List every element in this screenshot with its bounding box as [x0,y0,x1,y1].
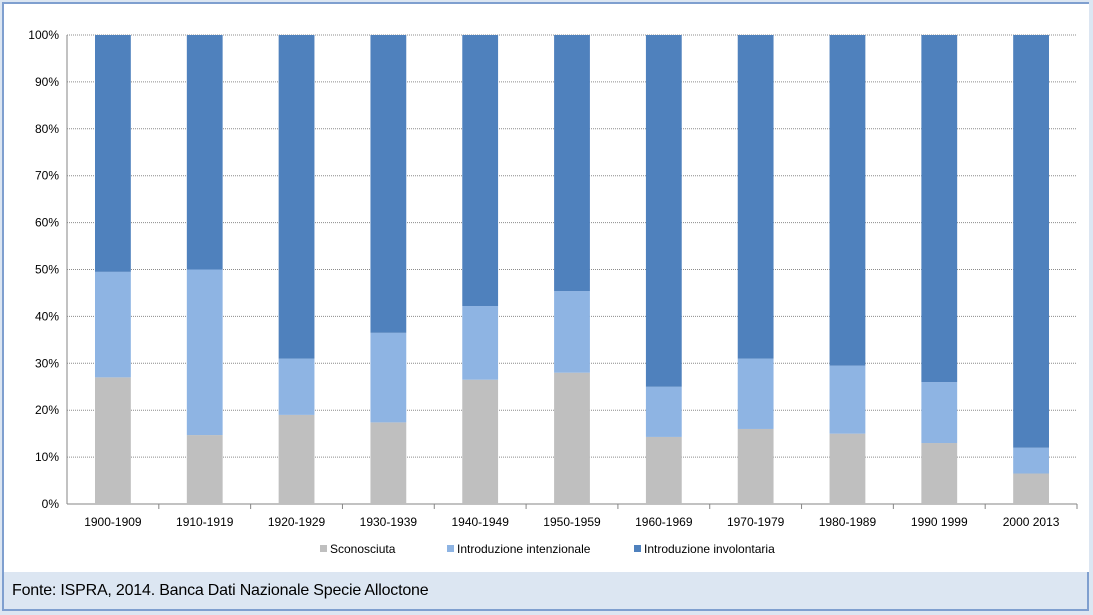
y-tick-label: 90% [35,75,59,89]
y-tick-label: 100% [28,28,59,42]
legend-swatch [447,545,454,552]
bar-segment [554,372,590,504]
bar-segment [645,35,682,387]
bar-segment [554,291,590,373]
bar-segment [921,443,958,504]
bar-segment [462,306,499,380]
bar-segment [370,332,407,423]
x-tick-label: 1960-1969 [635,515,693,529]
bar-segment [95,377,131,504]
bar-segment [278,414,315,504]
legend-label: Introduzione involontaria [644,542,775,556]
y-tick-label: 30% [35,356,59,370]
bar-segment [278,358,315,415]
x-tick-label: 1920-1929 [268,515,326,529]
bar-segment [829,35,866,366]
y-tick-label: 60% [35,216,59,230]
x-tick-label: 1940-1949 [451,515,509,529]
bar-segment [921,382,958,444]
y-tick-label: 10% [35,450,59,464]
x-tick-label: 1980-1989 [819,515,877,529]
bar-segment [829,365,866,434]
bar-segment [95,271,131,378]
x-tick-label: 1930-1939 [360,515,418,529]
y-tick-label: 40% [35,309,59,323]
x-tick-label: 1900-1909 [84,515,142,529]
y-tick-label: 20% [35,403,59,417]
bar-segment [737,358,774,429]
bar-segment [645,436,682,504]
bar-segment [1013,447,1049,474]
legend-swatch [634,545,641,552]
chart-area: 0% 10% 20% 30% 40% 50% 60% 70% 80% 90% 100% 1900-19… [4,4,1089,572]
bar-segment [1013,473,1049,504]
bar-segment [462,35,499,307]
bar-segment [278,35,315,359]
stacked-bar-chart: 0% 10% 20% 30% 40% 50% 60% 70% 80% 90% 100% 1900-19… [28,28,1078,556]
bar-segment [921,35,958,383]
bar-segment [186,435,223,504]
bar-segment [186,269,223,436]
bar-segment [370,422,407,504]
y-tick-label: 80% [35,122,59,136]
bar-segment [645,386,682,437]
source-note: Fonte: ISPRA, 2014. Banca Dati Nazionale… [12,582,429,599]
x-tick-label: 1970-1979 [727,515,785,529]
y-tick-label: 0% [42,497,60,511]
bar-segment [1013,35,1049,448]
x-tick-label: 1950-1959 [543,515,601,529]
legend-label: Introduzione intenzionale [457,542,591,556]
x-tick-label: 1990 1999 [911,515,968,529]
legend-swatch [320,545,327,552]
bar-segment [462,379,499,504]
bar-segment [737,428,774,504]
bar-segment [554,35,590,292]
bar-segment [370,35,407,333]
bar-segment [186,35,223,270]
y-tick-label: 70% [35,169,59,183]
bar-segment [829,433,866,504]
legend-label: Sconosciuta [330,542,396,556]
bar-segment [95,35,131,272]
x-tick-label: 1910-1919 [176,515,234,529]
bar-segment [737,35,774,359]
x-tick-label: 2000 2013 [1003,515,1060,529]
y-tick-label: 50% [35,263,59,277]
